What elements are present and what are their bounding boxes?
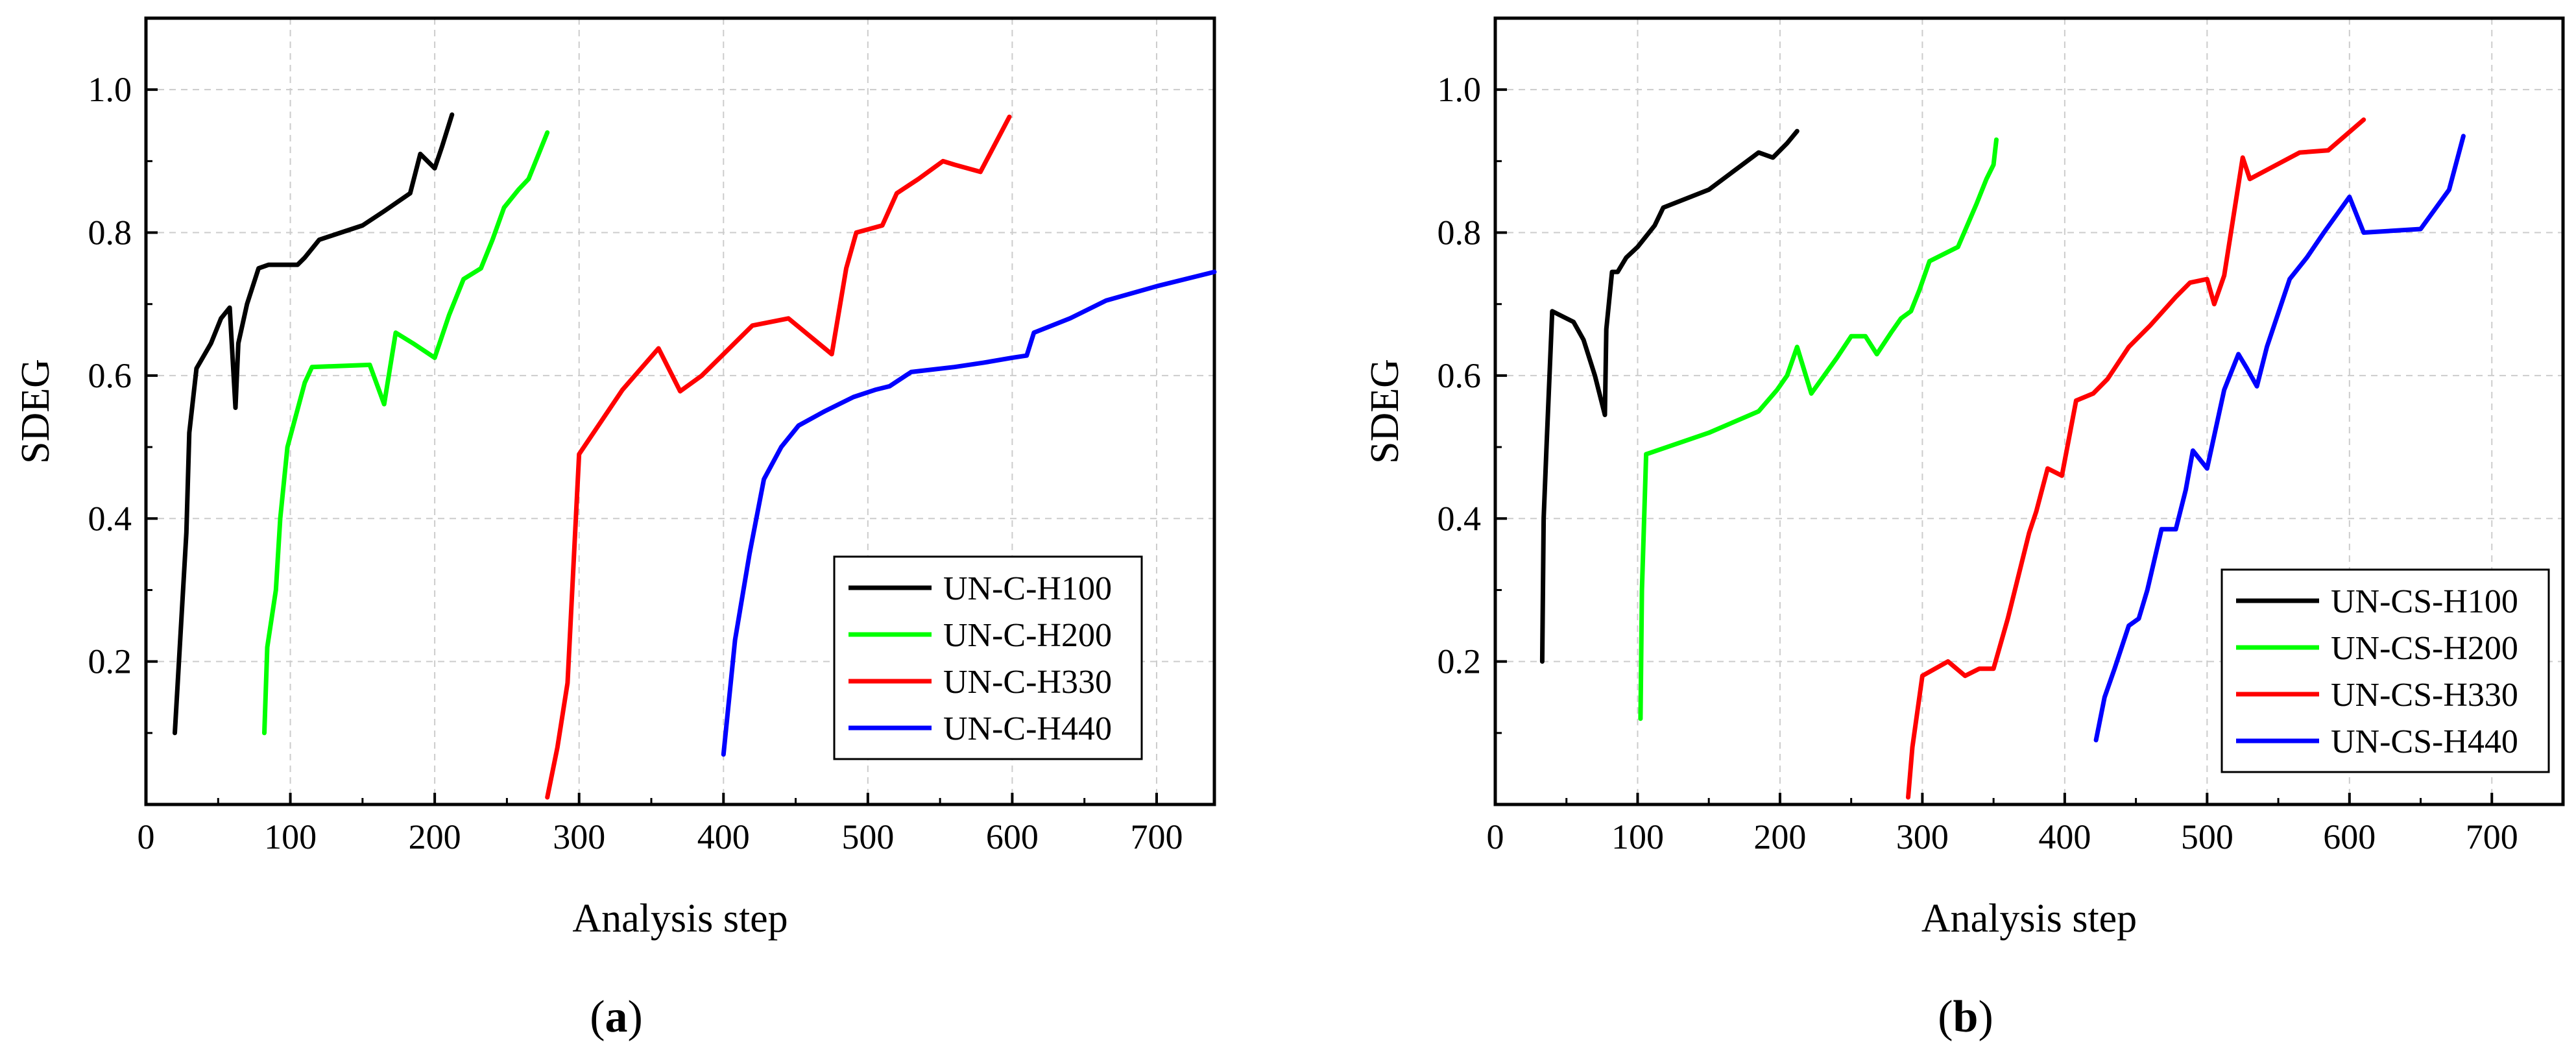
- x-tick-label: 300: [553, 817, 605, 856]
- x-tick-label: 0: [1487, 817, 1504, 856]
- series-line-un-c-h100: [173, 112, 455, 736]
- legend-label: UN-CS-H330: [2331, 677, 2518, 714]
- x-tick-label: 500: [841, 817, 894, 856]
- y-tick-label: 1.0: [88, 70, 132, 109]
- series-line-un-cs-h440: [2093, 134, 2466, 743]
- legend-box: [2221, 568, 2550, 773]
- y-tick-label: 0.8: [1438, 213, 1482, 252]
- x-tick-label: 700: [2466, 817, 2518, 856]
- legend-label: UN-C-H440: [943, 710, 1112, 747]
- x-tick-label: 600: [2323, 817, 2376, 856]
- y-axis-title: SDEG: [14, 359, 58, 464]
- x-tick-label: 0: [138, 817, 155, 856]
- series-line-un-c-h440: [721, 269, 1217, 757]
- y-tick-label: 0.8: [88, 213, 132, 252]
- x-axis-title: Analysis step: [1921, 897, 2137, 941]
- series-line-un-cs-h330: [1906, 117, 2366, 800]
- series-line-un-cs-h100: [1539, 128, 1800, 664]
- panel-label: (a): [590, 992, 643, 1042]
- x-axis-title: Analysis step: [572, 897, 788, 941]
- x-tick-label: 100: [264, 817, 317, 856]
- y-axis-title: SDEG: [1363, 359, 1407, 464]
- y-tick-label: 1.0: [1438, 70, 1482, 109]
- legend-label: UN-C-H100: [943, 570, 1112, 607]
- legend-label: UN-CS-H440: [2331, 723, 2518, 760]
- y-tick-label: 0.6: [88, 356, 132, 395]
- plot-frame: [1493, 16, 2565, 806]
- x-tick-label: 200: [409, 817, 461, 856]
- x-tick-label: 200: [1753, 817, 1806, 856]
- x-tick-label: 500: [2181, 817, 2233, 856]
- series-line-un-cs-h200: [1638, 137, 1999, 721]
- y-tick-label: 0.2: [88, 642, 132, 681]
- legend-label: UN-CS-H200: [2331, 630, 2518, 667]
- y-tick-label: 0.4: [88, 499, 132, 538]
- series-line-un-c-h330: [545, 114, 1012, 800]
- legend-label: UN-C-H330: [943, 664, 1112, 701]
- panel-label: (b): [1938, 992, 1993, 1042]
- legend-box: [833, 555, 1143, 760]
- x-tick-label: 700: [1130, 817, 1183, 856]
- panel-b: 0 100 200 300 400 500 600 700 0.2 0.4 0.6 0.8 1.0 Ana…: [1363, 16, 2565, 1042]
- legend-label: UN-C-H200: [943, 617, 1112, 654]
- series-line-un-c-h200: [262, 130, 550, 736]
- x-tick-label: 400: [697, 817, 750, 856]
- y-tick-label: 0.6: [1438, 356, 1482, 395]
- y-tick-label: 0.4: [1438, 499, 1482, 538]
- plot-frame: [144, 16, 1216, 806]
- x-tick-label: 400: [2038, 817, 2091, 856]
- y-tick-label: 0.2: [1438, 642, 1482, 681]
- legend-label: UN-CS-H100: [2331, 583, 2518, 620]
- x-tick-label: 300: [1896, 817, 1949, 856]
- x-tick-label: 100: [1611, 817, 1664, 856]
- x-tick-label: 600: [986, 817, 1039, 856]
- panel-a: 0 100 200 300 400 500 600 700 0.2 0.4 0.6 0.8 1.0 Ana…: [14, 16, 1217, 1042]
